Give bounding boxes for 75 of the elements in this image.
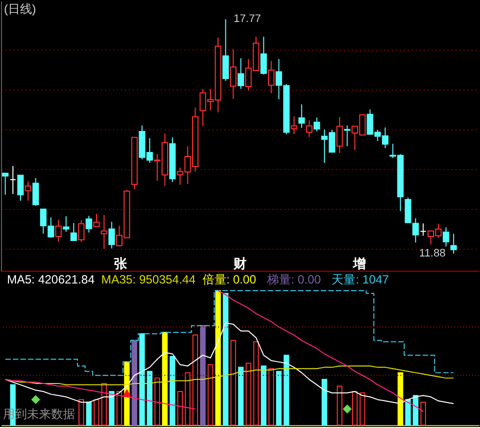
candlestick: [78, 220, 85, 242]
bar: [78, 399, 84, 426]
bar: [405, 399, 411, 426]
bar: [192, 334, 198, 426]
candlestick: [420, 222, 426, 236]
bar: [398, 372, 404, 426]
candlestick: [17, 174, 24, 202]
text: 梯量: 0.00: [266, 272, 322, 287]
bar: [276, 370, 282, 426]
bar: [230, 340, 236, 426]
candlestick: [450, 233, 457, 254]
candlestick: [268, 60, 274, 94]
bar: [184, 372, 190, 426]
candlestick: [93, 213, 100, 228]
bar: [268, 368, 274, 426]
candlestick: [336, 116, 343, 154]
text: MA35: 950354.44: [101, 272, 196, 287]
bar: [246, 362, 252, 426]
bar: [132, 340, 138, 426]
candlestick: [62, 216, 70, 232]
bar: [170, 356, 176, 426]
candlestick: [70, 222, 77, 242]
bar: [162, 332, 168, 426]
bar: [360, 392, 366, 426]
bar: [253, 341, 259, 426]
candlestick: [230, 48, 236, 100]
bar: [177, 391, 183, 426]
candlestick: [222, 18, 229, 82]
bar: [208, 364, 214, 426]
bar: [322, 378, 328, 426]
candlestick: [298, 104, 305, 128]
candlestick: [32, 178, 39, 206]
annotation: 财: [232, 256, 246, 271]
candlestick: [404, 197, 412, 224]
bar: [146, 370, 152, 426]
bar: [260, 365, 266, 426]
candlestick: [24, 180, 32, 202]
annotation: 11.88: [419, 248, 446, 260]
candlestick: [238, 58, 244, 90]
candlestick: [10, 166, 16, 194]
bar: [222, 292, 228, 426]
annotation: 17.77: [234, 13, 261, 26]
series-label: 天量: 1047: [332, 272, 390, 287]
candlestick: [306, 120, 312, 138]
bar: [116, 391, 122, 426]
bar: [238, 366, 244, 426]
candlestick: [100, 214, 108, 250]
bar: [94, 399, 100, 426]
chart-title: (日线): [4, 2, 36, 16]
candlestick: [442, 226, 450, 247]
bar: [420, 402, 426, 426]
bar: [86, 402, 92, 426]
annotation: 张: [114, 256, 128, 271]
bar: [352, 391, 358, 426]
candlestick: [290, 116, 298, 135]
candlestick: [55, 219, 62, 242]
candlestick: [260, 36, 267, 76]
candlestick: [86, 215, 92, 234]
series-label: 倍量: 0.00: [202, 272, 257, 287]
candlestick: [2, 172, 9, 196]
bar: [154, 378, 160, 426]
text: MA5: 420621.84: [6, 272, 95, 287]
candlestick: [108, 221, 115, 249]
bar: [200, 325, 206, 426]
candlestick: [412, 218, 419, 243]
candlestick: [314, 117, 320, 132]
bar: [284, 354, 290, 426]
bar: [139, 333, 145, 426]
candlestick: [344, 124, 350, 147]
bar: [215, 290, 221, 426]
bar: [108, 391, 114, 426]
bar: [412, 395, 418, 426]
bar: [101, 382, 107, 426]
annotation: 增: [352, 256, 366, 271]
bar: [336, 386, 342, 426]
